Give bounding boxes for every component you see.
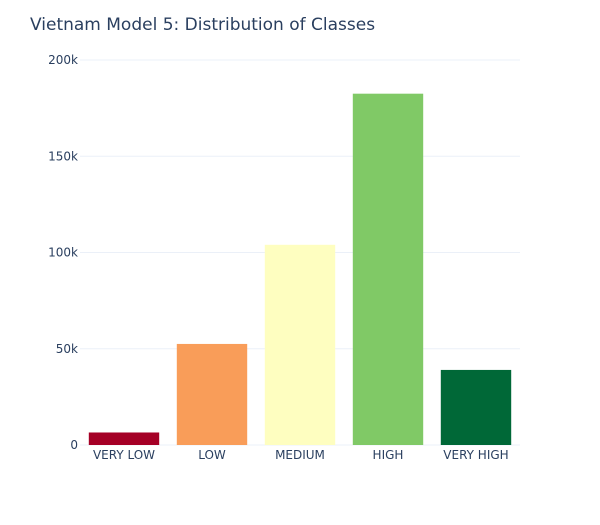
x-axis: VERY LOW LOW MEDIUM HIGH VERY HIGH: [93, 448, 509, 462]
y-axis: 0 50k 100k 150k 200k: [48, 53, 78, 452]
bars: [88, 93, 512, 445]
x-tick-label: VERY HIGH: [443, 448, 508, 462]
bar-very-high[interactable]: [440, 369, 512, 445]
bar-high[interactable]: [352, 93, 424, 445]
x-tick-label: LOW: [198, 448, 226, 462]
y-tick-label: 200k: [48, 53, 78, 67]
y-tick-label: 0: [70, 438, 78, 452]
bar-very-low[interactable]: [88, 432, 160, 445]
x-tick-label: HIGH: [373, 448, 404, 462]
chart-title: Vietnam Model 5: Distribution of Classes: [30, 15, 375, 35]
x-tick-label: MEDIUM: [275, 448, 325, 462]
y-tick-label: 150k: [48, 149, 78, 163]
y-tick-label: 50k: [56, 342, 78, 356]
bar-low[interactable]: [176, 343, 248, 445]
x-tick-label: VERY LOW: [93, 448, 155, 462]
y-tick-label: 100k: [48, 246, 78, 260]
bar-medium[interactable]: [264, 244, 336, 445]
